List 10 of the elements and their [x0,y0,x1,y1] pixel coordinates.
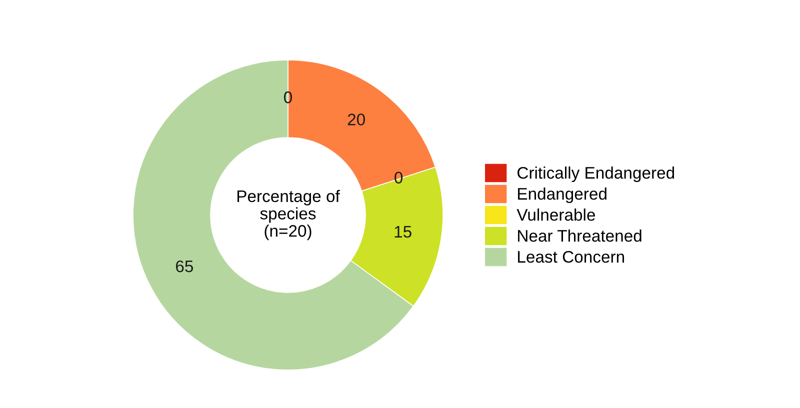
data-label: 65 [176,260,193,272]
legend-label: Critically Endangered [518,166,674,182]
data-label: 15 [394,226,412,238]
data-label: 20 [348,114,365,126]
legend-label: Near Threatened [518,230,642,242]
text: 0 [284,91,292,104]
legend-label: Vulnerable [516,208,595,221]
text: Percentage of species (n=20) [237,190,340,240]
legend-label: Least Concern [518,250,624,263]
legend-label: Endangered [518,188,606,204]
